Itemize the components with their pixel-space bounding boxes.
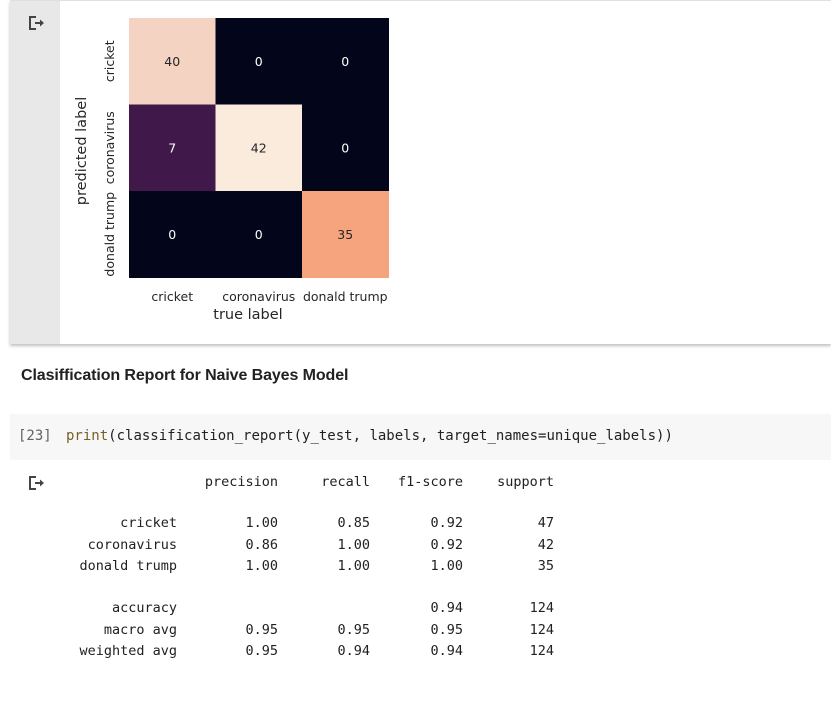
report-summary-row: weighted avg 0.95 0.94 0.94 124 (0, 641, 600, 661)
report-header-cell: precision (204, 474, 278, 490)
x-axis-label: true label (213, 307, 282, 323)
heatmap-cell (215, 18, 303, 105)
report-precision-cell: 1.00 (245, 515, 278, 531)
heatmap-cell (302, 104, 389, 192)
report-label-cell: accuracy (111, 600, 177, 616)
report-f1-cell: 0.94 (430, 600, 463, 616)
report-f1-cell: 0.92 (430, 537, 463, 553)
report-support-cell: 124 (529, 600, 554, 616)
report-f1-cell: 1.00 (430, 558, 463, 574)
report-recall-cell: 1.00 (337, 558, 370, 574)
heatmap-cell-value: 0 (341, 54, 349, 69)
code-cell[interactable]: [23] print(classification_report(y_test,… (10, 414, 831, 460)
report-header-row: precision recall f1-score support (0, 472, 600, 492)
report-f1-cell: 0.94 (430, 643, 463, 659)
report-header-cell: support (497, 474, 554, 490)
code-function: print (66, 428, 109, 444)
report-class-row: donald trump 1.00 1.00 1.00 35 (0, 556, 600, 576)
report-class-row: coronavirus 0.86 1.00 0.92 42 (0, 535, 600, 555)
report-recall-cell: 0.94 (337, 643, 370, 659)
report-support-cell: 124 (529, 643, 554, 659)
heatmap-cell (302, 18, 389, 105)
report-label-cell: macro avg (103, 622, 177, 638)
heatmap-cell-value: 0 (168, 227, 176, 242)
report-summary-row: macro avg 0.95 0.95 0.95 124 (0, 620, 600, 640)
confusion-matrix-heatmap: 40 0 0 7 42 0 0 0 35 cricket coronavirus donald tr… (74, 18, 389, 323)
heatmap-cell-value: 35 (337, 227, 353, 242)
report-precision-cell: 0.86 (245, 537, 278, 553)
heatmap-cell (129, 18, 216, 105)
x-tick-label: donald trump (303, 289, 388, 304)
execution-count[interactable]: [23] (18, 428, 52, 444)
report-class-row: cricket 1.00 0.85 0.92 47 (0, 513, 600, 533)
heatmap-cell-value: 0 (341, 140, 349, 155)
heatmap-cell-value: 0 (255, 227, 263, 242)
heatmap-cell-value: 0 (255, 54, 263, 69)
heatmap-cell (129, 104, 216, 192)
report-f1-cell: 0.95 (430, 622, 463, 638)
heatmap-cell (215, 104, 303, 192)
report-precision-cell: 0.95 (245, 643, 278, 659)
y-tick-label: cricket (102, 40, 117, 82)
report-summary-row: accuracy 0.94 124 (0, 598, 600, 618)
report-f1-cell: 0.92 (430, 515, 463, 531)
report-recall-cell: 0.95 (337, 622, 370, 638)
report-support-cell: 35 (537, 558, 554, 574)
heatmap-cell-value: 42 (251, 140, 267, 155)
y-tick-label: coronavirus (102, 111, 117, 184)
y-tick-label: donald trump (102, 192, 117, 277)
report-recall-cell: 0.85 (337, 515, 370, 531)
report-support-cell: 42 (537, 537, 554, 553)
code-editor[interactable]: print(classification_report(y_test, labe… (66, 428, 673, 444)
report-label-cell: weighted avg (79, 643, 177, 659)
report-precision-cell: 0.95 (245, 622, 278, 638)
output-redirect-icon[interactable] (27, 474, 45, 492)
heatmap-cell (302, 191, 389, 278)
heatmap-output-cell: 40 0 0 7 42 0 0 0 35 cricket coronavirus donald tr… (10, 0, 831, 344)
heatmap-cell-value: 40 (164, 54, 180, 69)
report-heading: Clasiffication Report for Naive Bayes Mo… (21, 367, 349, 384)
report-support-cell: 124 (529, 622, 554, 638)
report-precision-cell: 1.00 (245, 558, 278, 574)
report-header-cell: f1-score (397, 474, 463, 490)
output-redirect-icon[interactable] (27, 14, 45, 32)
report-header-cell: recall (321, 474, 370, 490)
output-gutter (10, 1, 60, 344)
heatmap-cell (215, 191, 303, 278)
report-support-cell: 47 (537, 515, 554, 531)
report-label-cell: cricket (120, 515, 177, 531)
report-label-cell: donald trump (79, 558, 177, 574)
heatmap-cell (129, 191, 216, 278)
report-recall-cell: 1.00 (337, 537, 370, 553)
report-label-cell: coronavirus (87, 537, 177, 553)
x-tick-label: coronavirus (222, 289, 295, 304)
y-axis-label: predicted label (74, 97, 90, 205)
x-tick-label: cricket (151, 289, 193, 304)
heatmap-cell-value: 7 (168, 140, 176, 155)
code-arguments: (classification_report(y_test, labels, t… (108, 428, 673, 444)
